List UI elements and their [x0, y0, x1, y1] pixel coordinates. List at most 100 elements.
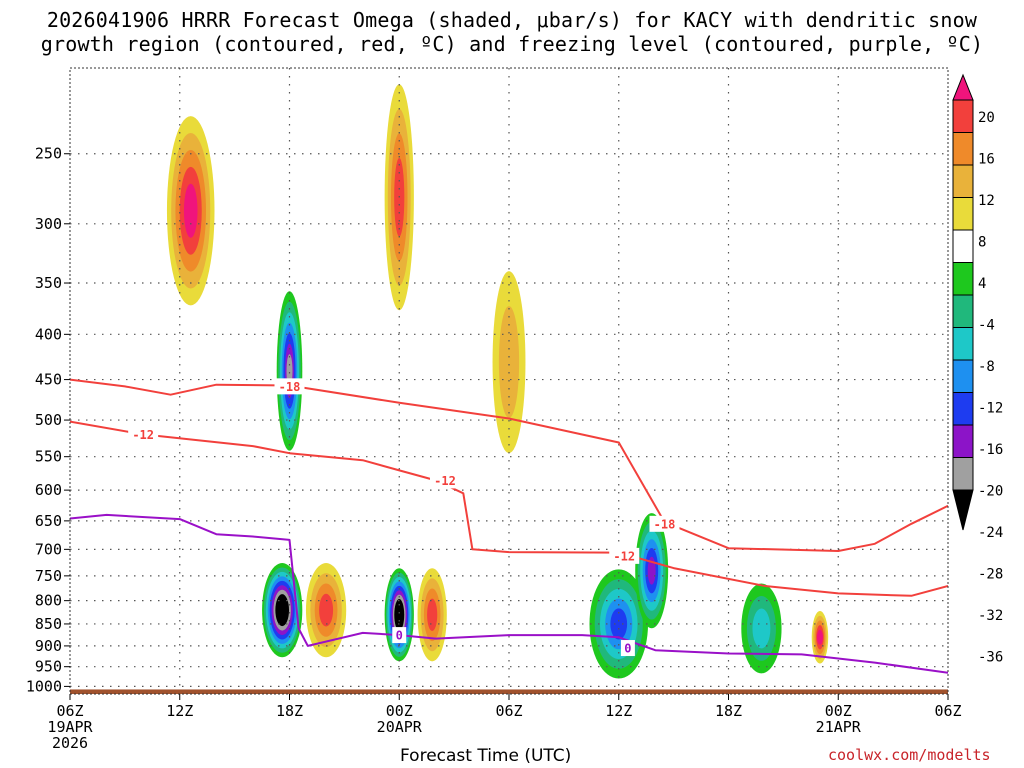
colorbar-top-arrow — [952, 73, 974, 101]
omega-level-16 — [427, 598, 438, 631]
colorbar-box — [952, 424, 974, 458]
y-tick-label-500: 500 — [35, 411, 62, 429]
omega-level--12 — [752, 608, 771, 649]
contour-label-bg — [128, 426, 159, 443]
colorbar-box — [952, 132, 974, 166]
contour-label-dgz-minus12: -12 — [613, 549, 635, 563]
y-tick-label-600: 600 — [35, 481, 62, 499]
contour-label-dgz-minus12: -12 — [434, 474, 456, 488]
contour-label-dgz-minus18: -18 — [279, 380, 301, 394]
contour-label-freezing-0: 0 — [624, 642, 631, 656]
colorbar-label--20: -20 — [978, 484, 1003, 500]
site-credit-link[interactable]: coolwx.com/modelts — [828, 746, 991, 764]
contour-label-bg — [609, 547, 640, 564]
y-tick-label-350: 350 — [35, 274, 62, 292]
colorbar-label--4: -4 — [978, 318, 995, 334]
colorbar-box — [952, 164, 974, 198]
y-tick-label-300: 300 — [35, 215, 62, 233]
x-tick-label: 00Z — [825, 702, 852, 720]
y-tick-label-850: 850 — [35, 615, 62, 633]
colorbar-label-8: 8 — [978, 235, 986, 251]
contour-label-bg — [649, 515, 680, 532]
x-tick-label: 06Z — [495, 702, 522, 720]
colorbar-box — [952, 262, 974, 296]
contour-layer: -18 -18 -12 -12 -12 0 0 — [70, 378, 948, 674]
y-tick-label-250: 250 — [35, 145, 62, 163]
y-tick-label-1000: 1000 — [26, 677, 62, 695]
omega-feature-descent-14Z — [635, 513, 669, 629]
colorbar-label--8: -8 — [978, 359, 995, 375]
colorbar-label--36: -36 — [978, 650, 1003, 666]
colorbar-box — [952, 99, 974, 133]
colorbar-box — [952, 294, 974, 328]
x-tick-label: 12Z — [166, 702, 193, 720]
omega-level-16 — [319, 593, 334, 627]
chart-title-line-1: 2026041906 HRRR Forecast Omega (shaded, … — [46, 8, 978, 32]
colorbar-box — [952, 197, 974, 231]
x-tick-label: 18Z — [276, 702, 303, 720]
colorbar-box — [952, 229, 974, 263]
omega-level-20 — [816, 629, 823, 645]
contour-label-bg — [620, 640, 635, 657]
terrain-layer — [70, 689, 948, 694]
x-tick-date: 20APR — [377, 718, 423, 736]
y-tick-label-450: 450 — [35, 371, 62, 389]
omega-feature-low-level-descent-00Z — [384, 568, 414, 662]
omega-feature-upper-ascent-12Z — [166, 116, 215, 306]
omega-level-8 — [498, 306, 520, 419]
omega-feature-low-level-descent-17Z — [262, 563, 303, 658]
contour-label-bg — [392, 627, 407, 644]
omega-feature-strong-descent-18Z — [276, 291, 303, 451]
x-tick-label: 00Z — [386, 702, 413, 720]
colorbar: 20 16 12 8 4 -4 -8 -12 -16 -20 -24 -28 -32 -36 — [952, 73, 1003, 666]
omega-level-20 — [183, 183, 198, 238]
colorbar-bottom-arrow — [952, 489, 974, 531]
chart-title-line-2: growth region (contoured, red, ºC) and f… — [40, 32, 984, 56]
colorbar-label-12: 12 — [978, 193, 995, 209]
colorbar-label--28: -28 — [978, 567, 1003, 583]
grid-lines — [70, 68, 948, 694]
contour-label-dgz-minus18: -18 — [654, 517, 676, 531]
colorbar-box — [952, 392, 974, 426]
x-tick-label: 06Z — [934, 702, 961, 720]
colorbar-label-20: 20 — [978, 110, 995, 126]
terrain-strip — [70, 689, 948, 694]
colorbar-label--24: -24 — [978, 525, 1003, 541]
contour-label-bg — [274, 378, 305, 395]
colorbar-label-16: 16 — [978, 152, 995, 168]
contour-label-dgz-minus12: -12 — [132, 428, 154, 442]
omega-feature-mid-ascent-05Z — [492, 271, 526, 454]
y-tick-label-750: 750 — [35, 567, 62, 585]
omega-level--20 — [610, 608, 628, 640]
colorbar-label-4: 4 — [978, 276, 986, 292]
y-tick-label-400: 400 — [35, 325, 62, 343]
contour-dgz-minus12 — [70, 420, 948, 597]
y-tick-label-700: 700 — [35, 540, 62, 558]
omega-feature-low-level-ascent-19Z — [305, 563, 347, 658]
x-tick-date: 19APR — [47, 718, 93, 736]
x-tick-label: 12Z — [605, 702, 632, 720]
colorbar-label--16: -16 — [978, 442, 1003, 458]
x-tick-label: 06Z — [56, 702, 83, 720]
contour-label-freezing-0: 0 — [396, 629, 403, 643]
x-tick-label: 18Z — [715, 702, 742, 720]
y-tick-label-900: 900 — [35, 637, 62, 655]
omega-feature-low-level-descent-19Z — [741, 583, 782, 674]
colorbar-label--12: -12 — [978, 401, 1003, 417]
colorbar-box — [952, 359, 974, 393]
colorbar-label--32: -32 — [978, 608, 1003, 624]
omega-level--40 — [396, 607, 403, 622]
omega-level--24 — [647, 556, 656, 585]
contour-dgz-minus18 — [70, 378, 948, 552]
colorbar-box — [952, 457, 974, 491]
omega-level--40 — [279, 603, 286, 618]
axis-layer: 250 300 350 400 450 500 550 600 650 700 750 800 850 9… — [26, 67, 962, 752]
y-tick-label-800: 800 — [35, 592, 62, 610]
x-tick-date: 21APR — [816, 718, 862, 736]
x-tick-year: 2026 — [52, 734, 88, 752]
x-axis-title: Forecast Time (UTC) — [400, 746, 572, 766]
contour-label-bg — [429, 472, 460, 489]
omega-feature-low-level-ascent-02Z — [417, 568, 447, 662]
y-tick-label-650: 650 — [35, 512, 62, 530]
